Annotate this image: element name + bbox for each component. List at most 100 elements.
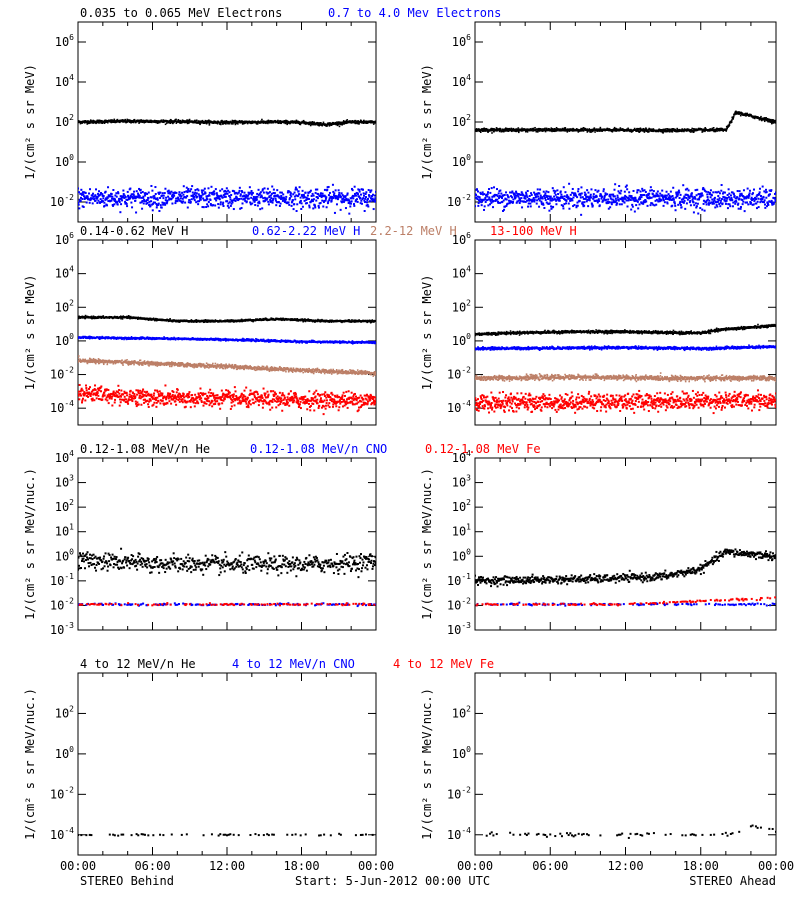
data-point: [316, 121, 319, 124]
data-point: [657, 130, 660, 133]
data-point: [367, 205, 370, 208]
data-point: [652, 190, 655, 193]
data-point: [518, 197, 521, 200]
data-point: [600, 194, 603, 197]
data-point: [265, 121, 268, 124]
data-point: [686, 198, 689, 201]
data-point: [678, 197, 681, 200]
data-point: [272, 197, 275, 200]
data-point: [187, 201, 190, 204]
data-point: [683, 196, 686, 199]
data-point: [364, 192, 367, 195]
data-point: [304, 191, 307, 194]
data-point: [319, 194, 322, 197]
data-point: [754, 196, 757, 199]
data-point: [563, 195, 566, 198]
data-point: [502, 199, 505, 202]
data-point: [624, 194, 627, 197]
data-point: [151, 203, 154, 206]
data-point: [346, 119, 349, 121]
data-point: [373, 194, 376, 197]
data-point: [558, 199, 561, 202]
data-point: [98, 122, 100, 124]
data-point: [682, 201, 685, 204]
data-point: [83, 316, 86, 318]
data-point: [775, 121, 776, 124]
data-point: [756, 200, 759, 203]
data-point: [331, 196, 334, 199]
data-point: [604, 193, 607, 196]
data-point: [540, 200, 543, 203]
data-point: [739, 207, 742, 210]
data-point: [103, 201, 106, 204]
data-point: [88, 201, 91, 204]
data-point: [290, 204, 293, 207]
data-point: [104, 190, 107, 193]
data-point: [647, 194, 650, 197]
data-point: [587, 205, 590, 208]
y-tick-label: 106: [452, 33, 471, 49]
data-point: [547, 197, 550, 200]
data-point: [685, 193, 688, 196]
data-point: [505, 191, 508, 194]
data-point: [614, 183, 617, 186]
data-point: [760, 200, 763, 203]
data-point: [182, 185, 185, 188]
data-point: [356, 193, 359, 196]
data-point: [724, 196, 727, 199]
data-point: [632, 189, 635, 192]
data-point: [738, 111, 740, 113]
data-point: [198, 120, 200, 123]
data-point: [372, 208, 375, 211]
data-point: [735, 113, 738, 115]
data-point: [267, 192, 270, 195]
data-point: [323, 188, 326, 191]
data-point: [243, 194, 246, 197]
data-point: [113, 203, 116, 206]
data-point: [772, 201, 775, 204]
data-point: [485, 193, 488, 196]
data-point: [520, 191, 523, 194]
data-point: [617, 199, 620, 202]
data-point: [107, 200, 110, 203]
data-point: [619, 127, 622, 129]
data-point: [717, 190, 720, 193]
data-point: [362, 122, 365, 124]
data-point: [117, 191, 120, 194]
data-point: [129, 187, 132, 190]
data-point: [251, 191, 254, 194]
data-point: [342, 197, 345, 200]
data-point: [698, 193, 701, 196]
data-point: [298, 186, 301, 189]
data-point: [162, 194, 165, 197]
data-point: [135, 211, 138, 214]
data-point: [560, 193, 563, 196]
data-point: [704, 201, 707, 204]
data-point: [135, 190, 138, 193]
data-point: [140, 121, 142, 123]
data-point: [364, 196, 367, 199]
data-point: [126, 198, 129, 201]
data-point: [477, 190, 480, 193]
data-point: [502, 130, 505, 133]
data-point: [202, 197, 205, 200]
data-point: [362, 192, 365, 195]
data-point: [642, 130, 644, 132]
data-point: [539, 127, 542, 130]
data-point: [324, 199, 327, 202]
data-point: [643, 189, 646, 192]
data-point: [289, 193, 292, 196]
data-point: [770, 189, 773, 192]
data-point: [643, 194, 646, 197]
data-point: [731, 205, 734, 208]
data-point: [567, 196, 570, 199]
data-point: [759, 198, 762, 201]
data-point: [623, 201, 626, 204]
data-point: [252, 195, 255, 198]
data-point: [333, 211, 336, 214]
data-point: [758, 187, 761, 190]
data-point: [698, 197, 701, 200]
data-point: [683, 195, 686, 198]
data-point: [104, 120, 106, 123]
data-point: [774, 200, 776, 203]
